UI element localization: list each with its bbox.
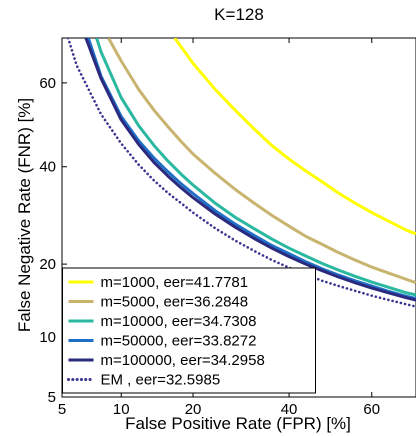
- x-tick-label: 10: [113, 401, 130, 418]
- series-line-3: [95, 38, 416, 297]
- legend-label: m=5000, eer=36.2848: [101, 294, 249, 311]
- series-line-5: [84, 38, 416, 302]
- x-tick-label: 60: [363, 401, 380, 418]
- series-line-4: [86, 38, 416, 300]
- legend-label: m=100000, eer=34.2958: [101, 352, 265, 369]
- y-tick-label: 60: [39, 75, 56, 92]
- legend-box: [62, 267, 316, 394]
- legend: m=1000, eer=41.7781 m=5000, eer=36.2848 m=…: [62, 267, 316, 394]
- legend-label: EM , eer=32.5985: [101, 372, 221, 389]
- series-line-6: [66, 38, 416, 308]
- y-tick-label: 10: [39, 329, 56, 346]
- x-tick-label: 40: [281, 401, 298, 418]
- ticks-layer: 5 10 20 40 60 5 10 20 40 60: [39, 38, 380, 418]
- y-tick-label: 5: [48, 389, 56, 406]
- chart-title: K=128: [214, 5, 264, 24]
- series-line-1: [173, 38, 416, 236]
- y-tick-label: 40: [39, 159, 56, 176]
- legend-label: m=1000, eer=41.7781: [101, 274, 249, 291]
- legend-label: m=50000, eer=33.8272: [101, 333, 257, 350]
- y-axis-label: False Negative Rate (FNR) [%]: [15, 97, 34, 333]
- legend-label: m=10000, eer=34.7308: [101, 313, 257, 330]
- y-tick-label: 20: [39, 256, 56, 273]
- x-tick-label: 20: [185, 401, 202, 418]
- series-layer: [66, 38, 416, 308]
- x-axis-label: False Positive Rate (FPR) [%]: [125, 414, 351, 433]
- x-tick-label: 5: [58, 401, 66, 418]
- series-line-2: [107, 38, 416, 285]
